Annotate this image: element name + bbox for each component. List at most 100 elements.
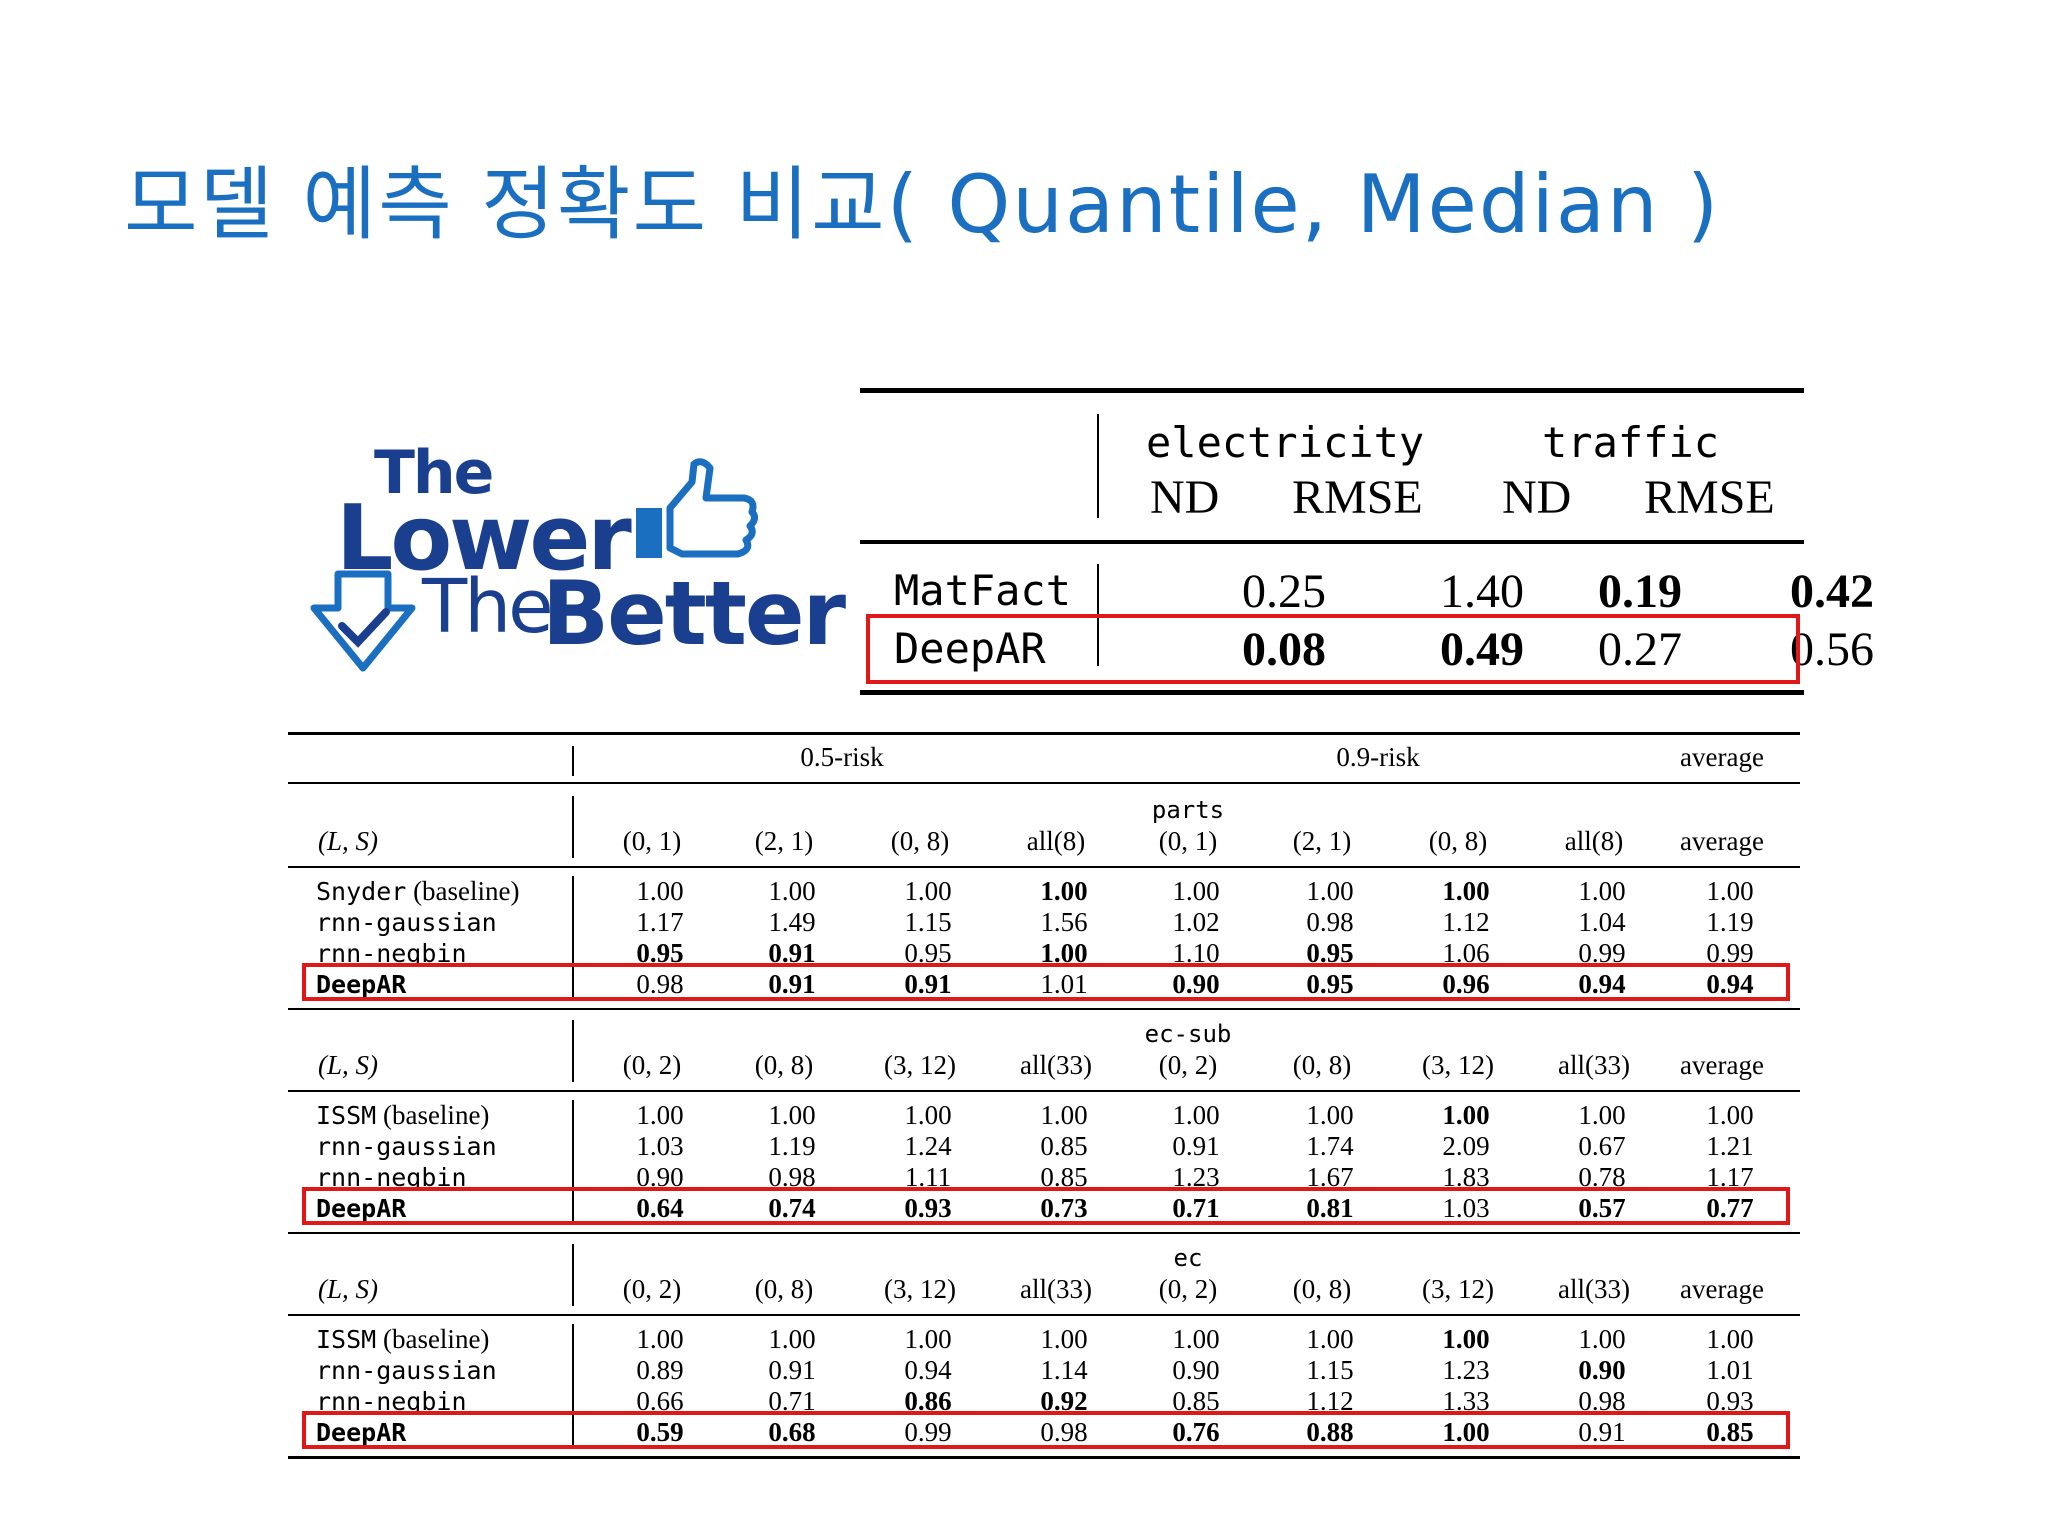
value-cell: 0.81 (1306, 1193, 1354, 1223)
value-cell: 1.03 (1442, 1193, 1490, 1223)
header-average: average (1680, 742, 1764, 772)
column-header: all(33) (1558, 1274, 1630, 1304)
column-header: (0, 8) (1428, 826, 1488, 856)
model-name: rnn-gaussian (316, 1132, 497, 1161)
group-header-electricity: electricity (1146, 418, 1425, 467)
table-divider (572, 1244, 574, 1306)
column-header: (3, 12) (884, 1274, 956, 1304)
value-cell: 0.59 (636, 1417, 684, 1447)
electricity-traffic-table: electricity traffic ND RMSE ND RMSE MatF… (860, 388, 1874, 698)
model-name: DeepAR (316, 1418, 407, 1447)
subheader-rmse: RMSE (1292, 471, 1423, 524)
table-divider (1097, 414, 1099, 518)
value-cell: 1.00 (1040, 1324, 1088, 1354)
table-divider (572, 1020, 574, 1082)
value-cell: 0.90 (1578, 1355, 1626, 1385)
row-name: DeepAR (316, 1417, 406, 1448)
table-rule (288, 1456, 1800, 1459)
column-header: (3, 12) (884, 1050, 956, 1080)
value-cell: 0.89 (636, 1355, 684, 1385)
value-cell: 1.00 (1442, 1100, 1490, 1130)
column-header: average (1680, 1274, 1764, 1304)
value-cell: 0.90 (1172, 969, 1220, 999)
table-rule (288, 1008, 1800, 1010)
value-cell: 0.98 (636, 969, 684, 999)
row-name: Snyder (baseline) (316, 876, 520, 907)
value-cell: 0.98 (1306, 907, 1354, 937)
value-cell: 1.17 (636, 907, 684, 937)
value-cell: 0.99 (904, 1417, 952, 1447)
value-cell: 0.19 (1598, 565, 1682, 618)
value-cell: 1.00 (904, 1324, 952, 1354)
value-cell: 0.25 (1242, 565, 1326, 618)
value-cell: 1.00 (1306, 1324, 1354, 1354)
row-name: ISSM (baseline) (316, 1100, 489, 1131)
column-header: (2, 1) (1292, 826, 1352, 856)
row-name: DeepAR (316, 1193, 406, 1224)
value-cell: 0.64 (636, 1193, 684, 1223)
row-name: rnn-gaussian (316, 1355, 497, 1386)
model-name: ISSM (316, 1325, 377, 1354)
column-header: (0, 2) (622, 1274, 682, 1304)
value-cell: 0.94 (1706, 969, 1754, 999)
value-cell: 0.91 (904, 969, 952, 999)
table-rule (288, 1314, 1800, 1316)
value-cell: 0.91 (1172, 1131, 1220, 1161)
thumbs-up-icon (636, 458, 759, 558)
model-name: ISSM (316, 1101, 377, 1130)
ls-label: (L, S) (318, 1050, 378, 1080)
model-name: Snyder (316, 877, 407, 906)
value-cell: 1.00 (904, 1100, 952, 1130)
column-header: (0, 8) (890, 826, 950, 856)
value-cell: 1.00 (768, 1324, 816, 1354)
value-cell: 1.00 (1578, 1324, 1626, 1354)
table-rule (288, 1090, 1800, 1092)
value-cell: 1.24 (904, 1131, 952, 1161)
value-cell: 0.88 (1306, 1417, 1354, 1447)
value-cell: 0.95 (1306, 969, 1354, 999)
column-header: (0, 8) (1292, 1050, 1352, 1080)
value-cell: 0.93 (904, 1193, 952, 1223)
value-cell: 0.73 (1040, 1193, 1088, 1223)
value-cell: 1.00 (1172, 1324, 1220, 1354)
column-header: all(8) (1026, 826, 1086, 856)
value-cell: 1.00 (636, 1100, 684, 1130)
value-cell: 1.00 (636, 1324, 684, 1354)
value-cell: 1.00 (768, 876, 816, 906)
lower-the-better-logo: The Lower The Better (308, 438, 848, 678)
table-rule (288, 866, 1800, 868)
dataset-label: ec-sub (1144, 1020, 1232, 1048)
column-header: (0, 1) (622, 826, 682, 856)
value-cell: 1.12 (1442, 907, 1490, 937)
value-cell: 1.00 (1442, 1417, 1490, 1447)
logo-text-the-2: The (422, 564, 554, 650)
value-cell: 1.00 (636, 876, 684, 906)
value-cell: 2.09 (1442, 1131, 1490, 1161)
column-header: all(33) (1558, 1050, 1630, 1080)
value-cell: 1.00 (1442, 876, 1490, 906)
value-cell: 0.94 (904, 1355, 952, 1385)
model-name: rnn-gaussian (316, 908, 497, 937)
value-cell: 1.14 (1040, 1355, 1088, 1385)
row-name-matfact: MatFact (894, 566, 1072, 615)
value-cell: 1.23 (1442, 1355, 1490, 1385)
value-cell: 1.00 (1306, 876, 1354, 906)
table-divider (572, 746, 574, 776)
column-header: (0, 2) (1158, 1050, 1218, 1080)
column-header: (0, 2) (622, 1050, 682, 1080)
highlight-box (866, 614, 1800, 684)
table-top-rule (288, 732, 1800, 735)
value-cell: 0.91 (1578, 1417, 1626, 1447)
value-cell: 1.00 (1040, 1100, 1088, 1130)
table-bottom-rule (860, 690, 1804, 695)
row-name: rnn-gaussian (316, 1131, 497, 1162)
highlight-box (302, 1187, 1790, 1225)
value-cell: 1.00 (1306, 1100, 1354, 1130)
header-0-9-risk: 0.9-risk (1336, 742, 1420, 772)
model-name: DeepAR (316, 1194, 407, 1223)
value-cell: 1.00 (1578, 1100, 1626, 1130)
model-name: DeepAR (316, 970, 407, 999)
row-name: ISSM (baseline) (316, 1324, 489, 1355)
value-cell: 0.74 (768, 1193, 816, 1223)
table-mid-rule (860, 540, 1804, 544)
